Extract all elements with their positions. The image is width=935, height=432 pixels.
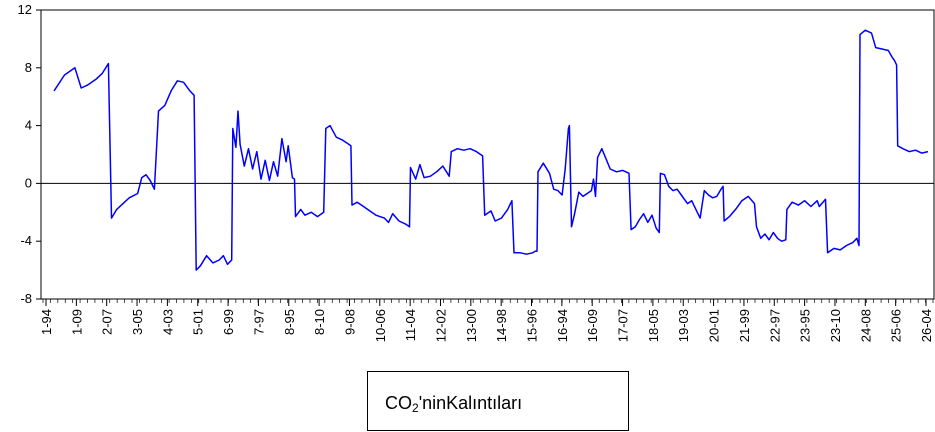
x-tick-label: 2-07 (100, 309, 115, 335)
x-tick-label: 17-07 (616, 309, 631, 342)
x-tick-label: 26-04 (919, 309, 934, 342)
x-tick-label: 4-03 (160, 309, 175, 335)
legend-label-prefix: CO (385, 393, 412, 413)
y-tick-label: 4 (25, 118, 32, 133)
x-tick-label: 15-96 (525, 309, 540, 342)
x-tick-label: 16-09 (585, 309, 600, 342)
x-tick-label: 10-06 (373, 309, 388, 342)
x-tick-label: 13-00 (464, 309, 479, 342)
x-tick-label: 20-01 (707, 309, 722, 342)
plot-area (40, 9, 935, 300)
x-tick-label: 8-10 (312, 309, 327, 335)
y-tick-label: 0 (25, 175, 32, 190)
x-axis: 1-94 1-09 2-07 3-05 4-03 5-01 6-99 7-97 8-95 8-10… (39, 299, 934, 342)
x-tick-label: 11-04 (403, 309, 418, 341)
y-tick-label: 12 (18, 2, 32, 17)
x-tick-label: 16-94 (555, 309, 570, 342)
x-tick-label: 14-98 (494, 309, 509, 342)
plot-frame (40, 9, 935, 300)
y-tick-label: -8 (20, 291, 32, 306)
y-tick-label: 8 (25, 60, 32, 75)
x-tick-label: 24-08 (858, 309, 873, 342)
x-tick-label: 19-03 (676, 309, 691, 342)
x-tick-label: 7-97 (251, 309, 266, 335)
legend (367, 371, 629, 431)
x-tick-label: 9-08 (342, 309, 357, 335)
x-tick-label: 21-99 (737, 309, 752, 342)
legend-label-suffix: 'ninKalıntıları (418, 393, 523, 413)
x-tick-label: 23-95 (798, 309, 813, 342)
x-tick-label: 1-94 (39, 309, 54, 335)
x-tick-label: 22-97 (767, 309, 782, 342)
x-tick-label: 18-05 (646, 309, 661, 342)
x-tick-label: 3-05 (130, 309, 145, 335)
x-tick-label: 23-10 (828, 309, 843, 342)
series-line (53, 29, 929, 271)
x-tick-label: 6-99 (221, 309, 236, 335)
y-axis: 12 8 4 0 -4 -8 (18, 2, 41, 306)
x-tick-label: 25-06 (889, 309, 904, 342)
x-tick-label: 8-95 (282, 309, 297, 335)
legend-label: CO2'ninKalıntıları (385, 393, 522, 415)
x-tick-label: 1-09 (69, 309, 84, 335)
x-tick-label: 12-02 (433, 309, 448, 342)
legend-label-subscript: 2 (412, 401, 419, 415)
x-tick-label: 5-01 (191, 309, 206, 335)
series-layer (53, 29, 929, 271)
y-tick-label: -4 (20, 233, 32, 248)
